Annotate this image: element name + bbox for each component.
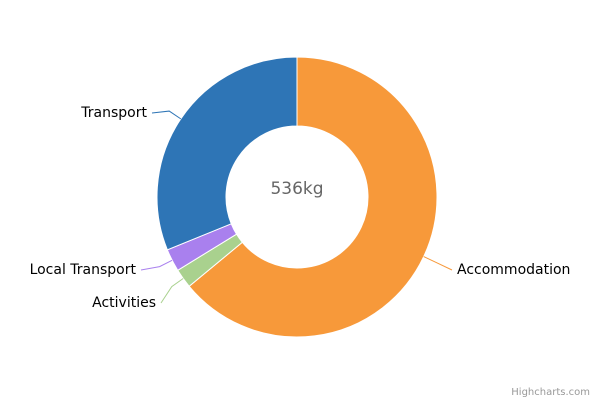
data-label: Transport [80,105,147,121]
data-label: Activities [92,295,156,311]
data-label: Accommodation [457,262,570,278]
connector [140,259,173,271]
slice [156,56,298,251]
connector [151,110,182,120]
connector [423,256,453,271]
connector [160,278,184,304]
center-label: 536kg [270,179,323,199]
slice [188,56,438,338]
credits[interactable]: Highcharts.com [511,387,590,398]
data-label: Local Transport [30,262,137,278]
